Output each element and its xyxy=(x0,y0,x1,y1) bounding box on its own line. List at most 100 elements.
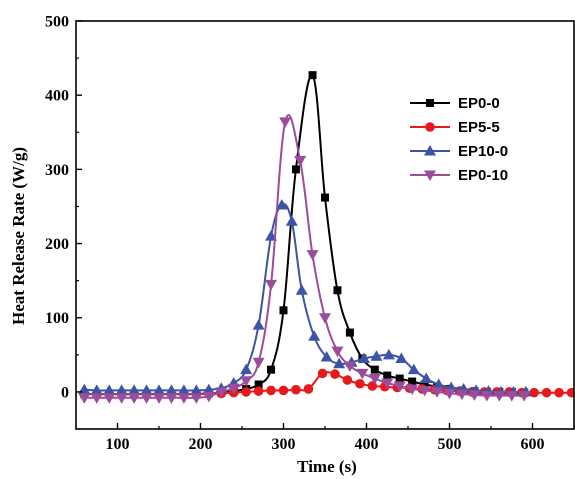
data-point-EP10-0-17 xyxy=(285,215,298,226)
data-point-EP10-0-5 xyxy=(140,384,153,395)
data-point-EP0-10-28 xyxy=(431,387,444,398)
data-point-EP10-0-8 xyxy=(177,384,190,395)
legend-marker-EP5-5 xyxy=(425,122,435,132)
data-point-EP0-0-18 xyxy=(308,71,317,80)
data-point-EP0-10-3 xyxy=(115,393,128,404)
data-point-EP5-5-36 xyxy=(529,387,539,398)
x-tick-label-200: 200 xyxy=(189,436,213,453)
data-point-EP0-10-4 xyxy=(128,393,141,404)
data-point-EP10-0-7 xyxy=(165,384,178,395)
legend-label-EP5-5: EP5-5 xyxy=(458,119,500,136)
data-point-EP0-10-35 xyxy=(518,391,531,402)
data-point-EP0-0-15 xyxy=(267,365,276,374)
data-point-EP10-0-13 xyxy=(240,363,253,375)
data-point-EP10-0-2 xyxy=(103,384,116,395)
data-point-EP10-0-16 xyxy=(275,198,288,210)
data-point-EP0-10-31 xyxy=(468,390,481,401)
data-point-EP5-5-15 xyxy=(266,385,276,396)
data-point-EP0-0-16 xyxy=(279,306,288,315)
y-tick-label-300: 300 xyxy=(45,162,69,179)
data-point-EP0-10-17 xyxy=(294,155,307,167)
legend-label-EP10-0: EP10-0 xyxy=(458,143,508,160)
y-axis-title: Heat Release Rate (W/g) xyxy=(9,147,28,325)
data-point-EP0-10-8 xyxy=(177,393,190,404)
data-point-EP0-0-17 xyxy=(291,165,300,174)
x-tick-label-400: 400 xyxy=(355,436,379,453)
data-point-EP0-10-11 xyxy=(215,387,228,398)
data-point-EP10-0-26 xyxy=(395,352,408,364)
y-tick-label-100: 100 xyxy=(45,310,69,327)
x-tick-label-500: 500 xyxy=(438,436,462,453)
data-point-EP0-10-32 xyxy=(480,391,493,402)
legend-marker-EP10-0 xyxy=(424,145,436,156)
data-point-EP0-10-21 xyxy=(343,361,356,372)
data-point-EP10-0-6 xyxy=(153,384,165,395)
data-point-EP10-0-4 xyxy=(128,384,141,395)
data-point-EP0-0-21 xyxy=(345,328,354,337)
data-point-EP0-10-20 xyxy=(331,346,344,358)
data-point-EP0-10-34 xyxy=(505,391,518,402)
x-tick-label-600: 600 xyxy=(521,436,545,453)
data-point-EP0-10-2 xyxy=(103,393,116,404)
data-point-EP0-10-15 xyxy=(265,279,278,291)
data-point-EP5-5-18 xyxy=(303,384,314,394)
data-point-EP0-10-7 xyxy=(165,393,178,404)
data-point-EP0-10-19 xyxy=(319,313,331,324)
legend-label-EP0-0: EP0-0 xyxy=(458,95,500,112)
x-tick-label-300: 300 xyxy=(272,436,296,453)
data-point-EP5-5-39 xyxy=(566,387,574,398)
x-tick-label-100: 100 xyxy=(106,436,130,453)
data-point-EP0-10-23 xyxy=(368,374,381,385)
data-point-EP10-0-21 xyxy=(333,357,346,369)
y-tick-label-200: 200 xyxy=(45,236,69,253)
data-point-EP10-0-28 xyxy=(420,372,433,384)
data-point-EP10-0-29 xyxy=(432,378,445,389)
data-point-EP10-0-10 xyxy=(202,383,215,395)
data-point-EP0-10-18 xyxy=(306,250,319,261)
legend-marker-EP0-10 xyxy=(424,170,436,181)
data-point-EP5-5-21 xyxy=(342,375,353,385)
data-point-EP0-0-27 xyxy=(420,380,429,389)
data-point-EP0-10-16 xyxy=(279,117,292,128)
series-group xyxy=(78,71,574,404)
data-point-EP0-10-30 xyxy=(455,389,468,401)
data-point-EP10-0-9 xyxy=(190,384,203,395)
data-point-EP0-10-1 xyxy=(90,393,103,404)
data-point-EP0-0-26 xyxy=(408,377,417,386)
data-point-EP0-10-10 xyxy=(202,391,215,403)
data-point-EP5-5-17 xyxy=(291,384,301,395)
data-point-EP0-10-27 xyxy=(418,385,431,397)
data-point-EP0-10-33 xyxy=(493,391,506,402)
data-point-EP0-0-19 xyxy=(321,193,329,202)
data-point-EP5-5-13 xyxy=(241,387,251,397)
data-point-EP0-10-24 xyxy=(381,378,394,390)
data-point-EP5-5-37 xyxy=(541,387,552,398)
data-point-EP10-0-3 xyxy=(115,384,128,395)
data-point-EP0-0-20 xyxy=(333,286,342,295)
data-point-EP0-10-25 xyxy=(393,381,406,392)
data-point-EP0-10-22 xyxy=(356,368,369,380)
legend-marker-EP0-0 xyxy=(426,99,434,107)
series-line-EP10-0 xyxy=(84,203,526,393)
data-point-EP10-0-20 xyxy=(320,351,333,362)
data-point-EP5-5-38 xyxy=(554,387,564,398)
axes: 100 200 300 400 500 600 0 100 200 300 400 500 xyxy=(45,14,575,453)
data-point-EP0-10-14 xyxy=(252,357,265,369)
data-point-EP0-0-25 xyxy=(395,374,404,383)
data-point-EP10-0-25 xyxy=(382,348,395,360)
data-point-EP0-10-26 xyxy=(406,384,419,395)
data-point-EP0-0-14 xyxy=(254,380,263,389)
x-axis-title: Time (s) xyxy=(297,457,357,476)
data-point-EP10-0-14 xyxy=(252,319,265,330)
y-tick-label-500: 500 xyxy=(45,14,69,31)
data-point-EP0-10-12 xyxy=(227,383,240,395)
y-tick-label-0: 0 xyxy=(61,384,69,401)
data-point-EP0-0-24 xyxy=(383,371,392,380)
data-point-EP10-0-23 xyxy=(358,352,371,364)
data-point-EP0-10-9 xyxy=(190,393,203,404)
data-point-EP0-10-0 xyxy=(78,393,91,404)
plot-frame xyxy=(75,20,575,430)
data-point-EP10-0-1 xyxy=(90,384,103,395)
data-point-EP10-0-27 xyxy=(407,363,420,375)
